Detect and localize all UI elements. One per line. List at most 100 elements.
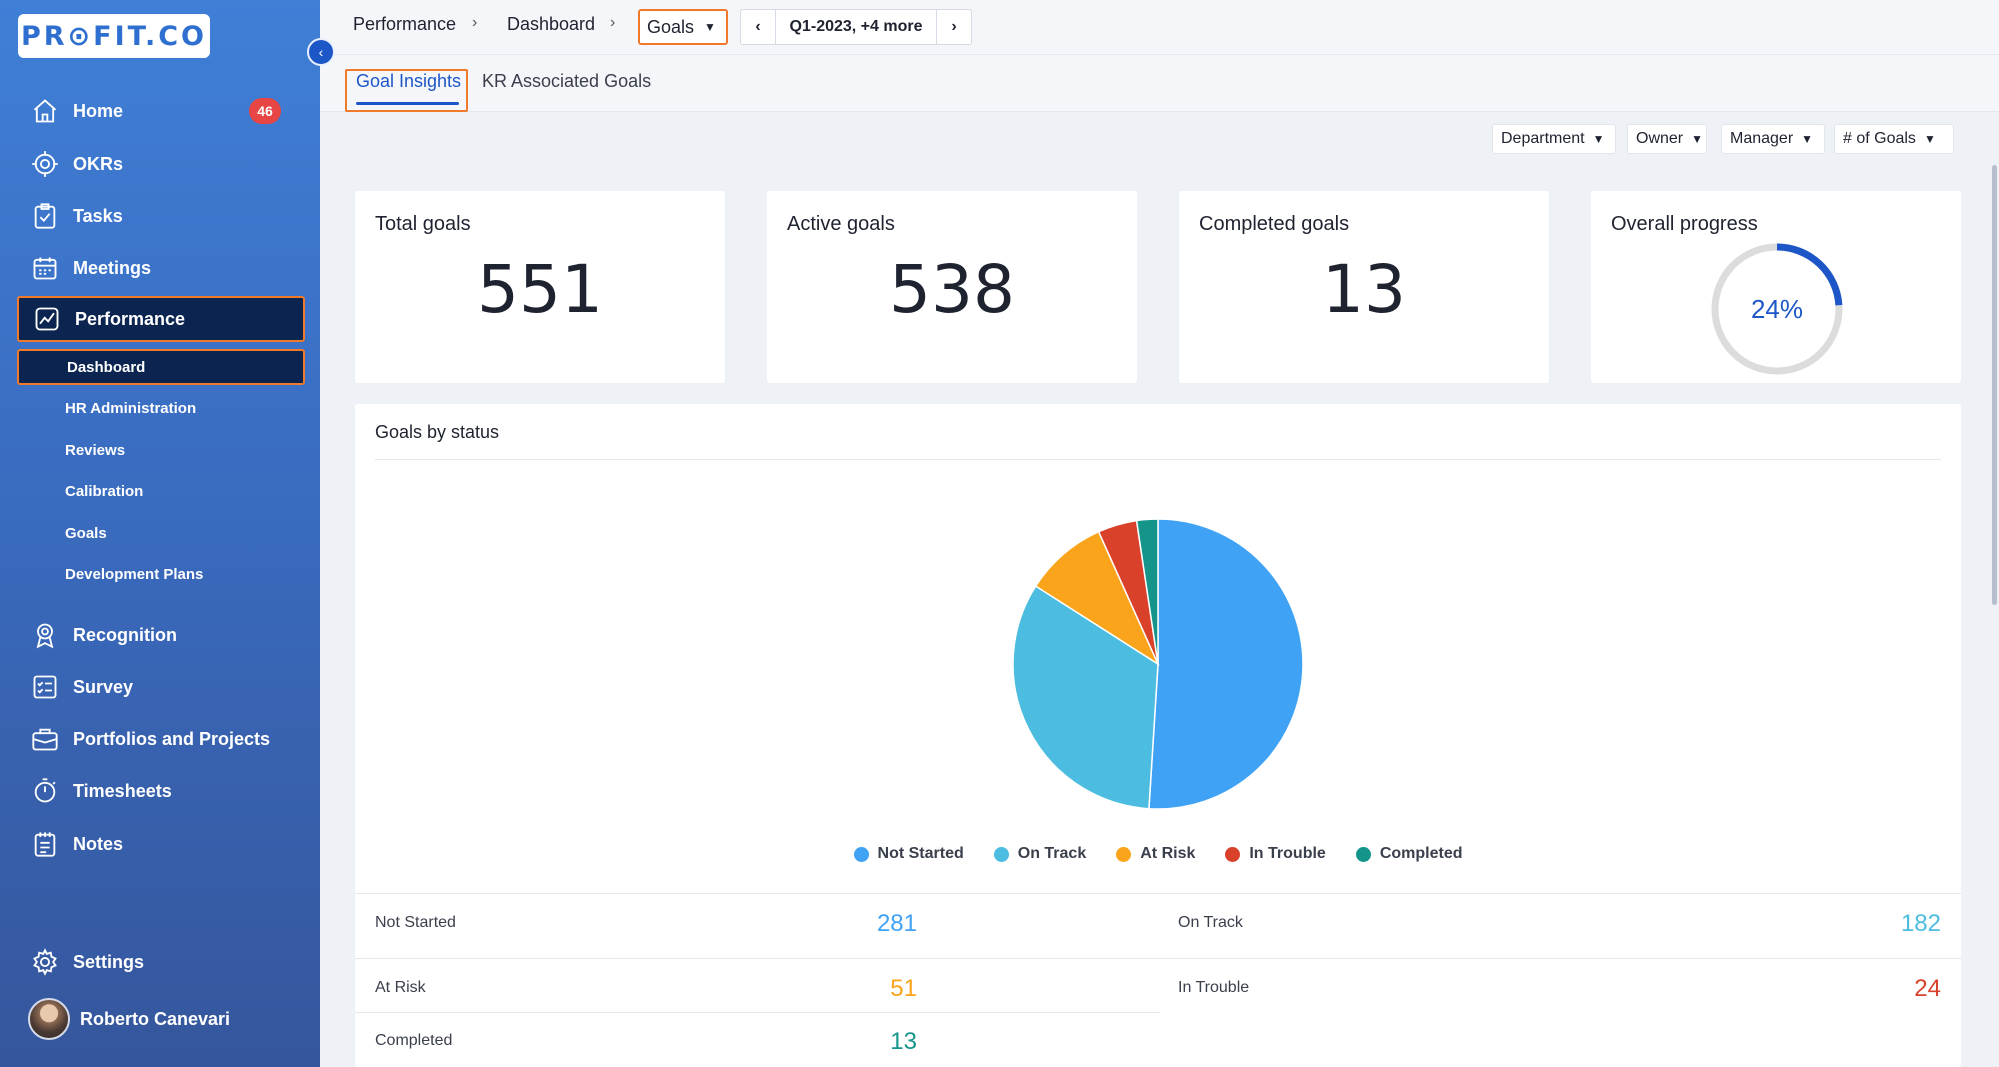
sidebar-subitem-calibration[interactable]: Calibration xyxy=(65,482,144,500)
filter-label: # of Goals xyxy=(1843,130,1916,147)
chevron-down-icon: ▼ xyxy=(1801,132,1814,146)
sidebar-item-okrs[interactable]: OKRs xyxy=(17,141,305,187)
next-period-button[interactable]: › xyxy=(951,18,957,35)
legend-item-completed[interactable]: Completed xyxy=(1355,845,1462,863)
stopwatch-icon xyxy=(17,777,73,805)
completed-goals-card: Completed goals 13 xyxy=(1179,191,1549,383)
divider xyxy=(355,958,1961,959)
sidebar-item-settings[interactable]: Settings xyxy=(17,939,305,985)
legend-item-not-started[interactable]: Not Started xyxy=(853,845,964,863)
user-name: Roberto Canevari xyxy=(80,1008,231,1029)
breadcrumb-performance[interactable]: Performance xyxy=(353,14,457,34)
collapse-sidebar-button[interactable]: ‹ xyxy=(307,38,335,66)
profitco-logo[interactable]: PR⊙FIT.CO xyxy=(18,14,210,58)
legend-label: In Trouble xyxy=(1249,845,1326,862)
sidebar-item-label: Recognition xyxy=(73,624,177,645)
sidebar-subitem-dashboard[interactable]: Dashboard xyxy=(17,349,305,385)
tasks-icon xyxy=(17,202,73,230)
sidebar-item-tasks[interactable]: Tasks xyxy=(17,193,305,239)
breadcrumb-dashboard[interactable]: Dashboard xyxy=(507,14,596,34)
legend-label: On Track xyxy=(1017,845,1087,862)
active-tab-underline xyxy=(356,102,459,105)
filter-label: Manager xyxy=(1730,130,1794,147)
active-goals-value: 538 xyxy=(889,251,1015,328)
manager-filter[interactable]: Manager ▼ xyxy=(1721,124,1825,154)
sidebar-item-label: Notes xyxy=(73,833,124,854)
sidebar-item-survey[interactable]: Survey xyxy=(17,664,305,710)
pie-slice-completed[interactable] xyxy=(1135,518,1159,665)
stat-value-not-started: 281 xyxy=(876,910,917,937)
legend-item-in-trouble[interactable]: In Trouble xyxy=(1225,845,1326,863)
sidebar-subitem-reviews[interactable]: Reviews xyxy=(65,441,126,459)
briefcase-icon xyxy=(17,725,73,753)
stat-label-not-started: Not Started xyxy=(375,914,456,931)
sidebar-item-home[interactable]: Home 46 xyxy=(17,88,305,134)
owner-filter[interactable]: Owner ▼ xyxy=(1627,124,1707,154)
chevron-down-icon: ▼ xyxy=(1592,132,1605,146)
user-profile[interactable]: Roberto Canevari xyxy=(28,998,230,1040)
status-pie-chart xyxy=(1012,518,1304,810)
legend-dot xyxy=(853,846,869,862)
sidebar-item-recognition[interactable]: Recognition xyxy=(17,612,305,658)
sidebar-item-performance[interactable]: Performance xyxy=(17,296,305,342)
page-scrollbar[interactable] xyxy=(1992,165,1997,605)
chart-legend: Not Started On Track At Risk In Trouble Comp… xyxy=(355,845,1961,863)
stat-value-completed: 13 xyxy=(890,1028,917,1055)
legend-dot xyxy=(1225,846,1241,862)
stat-label-at-risk: At Risk xyxy=(375,979,426,996)
sidebar-item-meetings[interactable]: Meetings xyxy=(17,245,305,291)
sidebar-subitem-goals[interactable]: Goals xyxy=(65,524,107,542)
sidebar-item-portfolios-and-projects[interactable]: Portfolios and Projects xyxy=(17,716,305,762)
progress-arc xyxy=(1711,243,1843,375)
sidebar-item-label: OKRs xyxy=(73,153,124,174)
sidebar-item-label: Performance xyxy=(75,308,186,329)
divider xyxy=(355,893,1961,894)
survey-icon xyxy=(17,673,73,701)
pie-slice-at-risk[interactable] xyxy=(1034,530,1160,666)
card-title: Overall progress xyxy=(1611,213,1758,235)
tab-goal-insights[interactable]: Goal Insights xyxy=(356,71,462,91)
period-selector[interactable]: ‹ Q1-2023, +4 more › xyxy=(740,9,972,45)
stat-label-on-track: On Track xyxy=(1178,914,1243,931)
sidebar-subitem-hr-administration[interactable]: HR Administration xyxy=(65,399,197,417)
target-icon xyxy=(17,150,73,178)
performance-icon xyxy=(19,305,75,333)
home-icon xyxy=(17,97,73,125)
sidebar-item-notes[interactable]: Notes xyxy=(17,821,305,867)
card-title: Completed goals xyxy=(1199,213,1350,235)
sidebar-item-label: Survey xyxy=(73,676,134,697)
sidebar-subitem-development-plans[interactable]: Development Plans xyxy=(65,565,204,583)
avatar xyxy=(28,998,70,1040)
progress-value: 24% xyxy=(1750,293,1804,324)
legend-item-on-track[interactable]: On Track xyxy=(993,845,1087,863)
goals-by-status-panel: Goals by status Not Started On Track At Ri… xyxy=(355,404,1961,1067)
chevron-left-icon: ‹ xyxy=(318,44,324,60)
total-goals-card: Total goals 551 xyxy=(355,191,725,383)
legend-item-at-risk[interactable]: At Risk xyxy=(1116,845,1195,863)
sidebar-item-timesheets[interactable]: Timesheets xyxy=(17,768,305,814)
previous-period-button[interactable]: ‹ xyxy=(755,18,761,35)
tab-kr-associated-goals[interactable]: KR Associated Goals xyxy=(482,71,652,91)
calendar-icon xyxy=(17,254,73,282)
breadcrumb-separator: › xyxy=(472,14,478,31)
recognition-icon xyxy=(17,621,73,649)
sidebar-item-label: Timesheets xyxy=(73,780,172,801)
goals-dropdown[interactable]: Goals ▼ xyxy=(638,9,728,45)
gear-icon xyxy=(17,948,73,976)
sidebar-item-label: Settings xyxy=(73,951,145,972)
notes-icon xyxy=(17,830,73,858)
active-goals-card: Active goals 538 xyxy=(767,191,1137,383)
tab-highlight xyxy=(345,69,468,112)
department-filter[interactable]: Department ▼ xyxy=(1492,124,1616,154)
stat-value-at-risk: 51 xyxy=(890,975,917,1002)
chevron-down-icon: ▼ xyxy=(1923,132,1936,146)
progress-donut: 24% xyxy=(1709,241,1845,377)
filter-label: Department xyxy=(1501,130,1585,147)
period-label[interactable]: Q1-2023, +4 more xyxy=(775,10,937,44)
stat-label-in-trouble: In Trouble xyxy=(1178,979,1250,996)
card-title: Total goals xyxy=(375,213,471,235)
goals-count-filter[interactable]: # of Goals ▼ xyxy=(1834,124,1954,154)
pie-slice-not-started[interactable] xyxy=(1148,518,1304,810)
total-goals-value: 551 xyxy=(477,251,603,328)
chevron-down-icon: ▼ xyxy=(704,20,716,34)
